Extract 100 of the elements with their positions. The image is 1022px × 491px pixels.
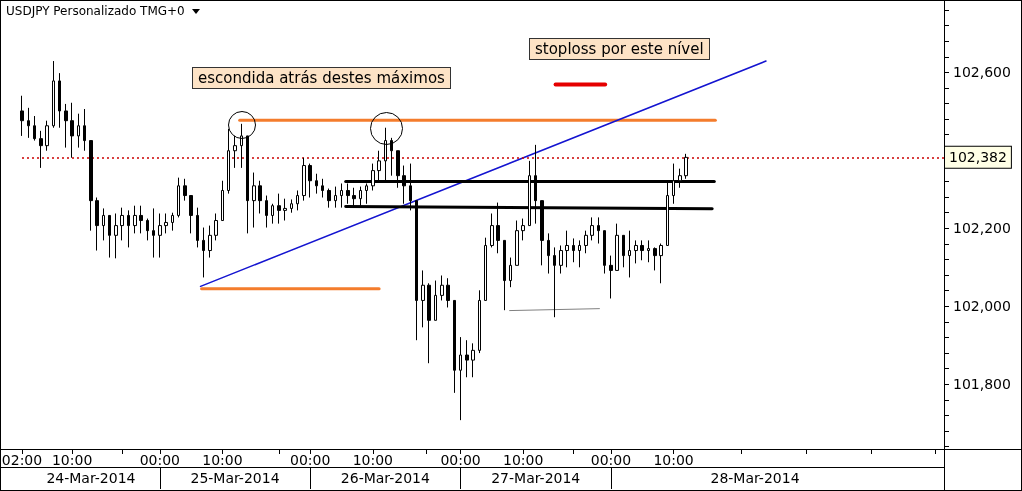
candlestick — [647, 239, 650, 263]
candlestick — [58, 72, 61, 129]
candlestick — [127, 209, 130, 248]
candlestick — [164, 213, 168, 234]
candlestick — [277, 193, 281, 225]
candlestick — [465, 339, 469, 378]
candlestick — [214, 213, 218, 241]
x2-tick-label: 27-Mar-2014 — [491, 470, 581, 486]
candlestick — [139, 205, 143, 234]
candlestick — [152, 207, 155, 259]
candlestick — [158, 213, 162, 259]
candlestick — [559, 244, 563, 275]
candlestick — [171, 212, 174, 232]
candlestick — [615, 223, 619, 271]
candlestick — [246, 135, 249, 234]
candlestick — [52, 60, 55, 129]
candlestick — [478, 289, 481, 354]
candlestick — [453, 299, 456, 394]
candlestick — [459, 336, 462, 421]
candlestick — [653, 246, 657, 271]
candlestick — [208, 225, 212, 259]
annotation: stoploss por este nível — [529, 38, 710, 60]
candlestick — [77, 113, 80, 149]
candlestick — [108, 214, 111, 259]
candlestick — [114, 213, 118, 259]
candlestick — [315, 173, 318, 195]
candlestick — [177, 177, 180, 218]
candlestick — [302, 157, 306, 202]
candlestick — [515, 220, 519, 266]
x-tick-label: 00:00 — [290, 452, 331, 468]
candlestick — [146, 218, 149, 241]
candlestick — [102, 207, 105, 241]
candlestick — [340, 182, 343, 209]
y-tick-label: 101,800 — [953, 376, 1011, 393]
candlestick — [321, 178, 324, 199]
candlestick — [233, 135, 237, 169]
candlestick — [490, 213, 494, 248]
candlestick — [334, 186, 337, 209]
candlestick — [597, 216, 600, 245]
candlestick — [258, 180, 262, 214]
candlestick — [427, 282, 431, 364]
candlestick — [70, 102, 74, 159]
candlestick — [283, 198, 287, 222]
candlestick — [189, 195, 193, 234]
chart-title: USDJPY Personalizado TMG+0 — [6, 4, 185, 18]
candlestick — [659, 243, 663, 284]
candlestick — [196, 207, 199, 248]
x-tick-label: 10:00 — [503, 452, 544, 468]
candlestick — [20, 95, 24, 137]
candlestick — [390, 137, 393, 177]
candlestick — [183, 178, 187, 202]
candlestick — [484, 237, 487, 301]
x-tick-label: 00:00 — [440, 452, 481, 468]
candlestick — [265, 195, 268, 229]
annotation: escondida atrás destes máximos — [192, 67, 451, 89]
y-tick-label: 102,200 — [953, 220, 1011, 237]
candlestick — [421, 269, 425, 328]
x2-tick-label: 25-Mar-2014 — [190, 470, 280, 486]
candlestick — [45, 120, 49, 152]
candlestick — [628, 230, 631, 278]
candlestick — [327, 188, 331, 209]
candlestick — [565, 230, 569, 268]
x-tick-label: 10:00 — [202, 452, 243, 468]
candlestick — [133, 205, 137, 234]
candlestick — [521, 218, 525, 241]
candlestick — [471, 342, 475, 378]
candlestick — [434, 280, 437, 321]
x-tick-label: 02:00 — [1, 452, 43, 468]
candlestick — [509, 257, 512, 288]
candlestick — [584, 230, 588, 254]
x-tick-label: 10:00 — [51, 452, 93, 468]
x2-tick-label: 28-Mar-2014 — [710, 470, 800, 486]
candlestick — [622, 234, 625, 268]
x2-tick-label: 24-Mar-2014 — [46, 470, 136, 486]
candlestick — [64, 103, 68, 149]
candlestick — [296, 189, 299, 211]
candlestick — [252, 172, 256, 229]
x-tick-label: 10:00 — [352, 452, 394, 468]
candlestick — [221, 180, 224, 222]
x-tick-label: 00:00 — [590, 452, 632, 468]
candlestick — [572, 237, 575, 263]
candlestick — [634, 239, 638, 264]
x-tick-label: 00:00 — [139, 452, 181, 468]
candlestick — [547, 232, 550, 275]
candlestick — [83, 108, 86, 152]
candlestick — [89, 140, 93, 232]
candlestick — [39, 130, 43, 169]
candlestick — [578, 239, 581, 268]
candlestick — [603, 230, 606, 275]
candlestick — [227, 128, 230, 195]
x2-tick-label: 26-Mar-2014 — [340, 470, 430, 486]
candlestick — [590, 216, 594, 241]
candlestick — [640, 239, 644, 261]
y-tick-label: 102,000 — [953, 298, 1011, 315]
candlestick — [240, 123, 243, 169]
candlestick — [120, 207, 124, 241]
candlestick — [271, 203, 274, 225]
candlestick — [440, 274, 444, 301]
candlestick — [290, 198, 293, 214]
x-tick-label: 10:00 — [653, 452, 694, 468]
